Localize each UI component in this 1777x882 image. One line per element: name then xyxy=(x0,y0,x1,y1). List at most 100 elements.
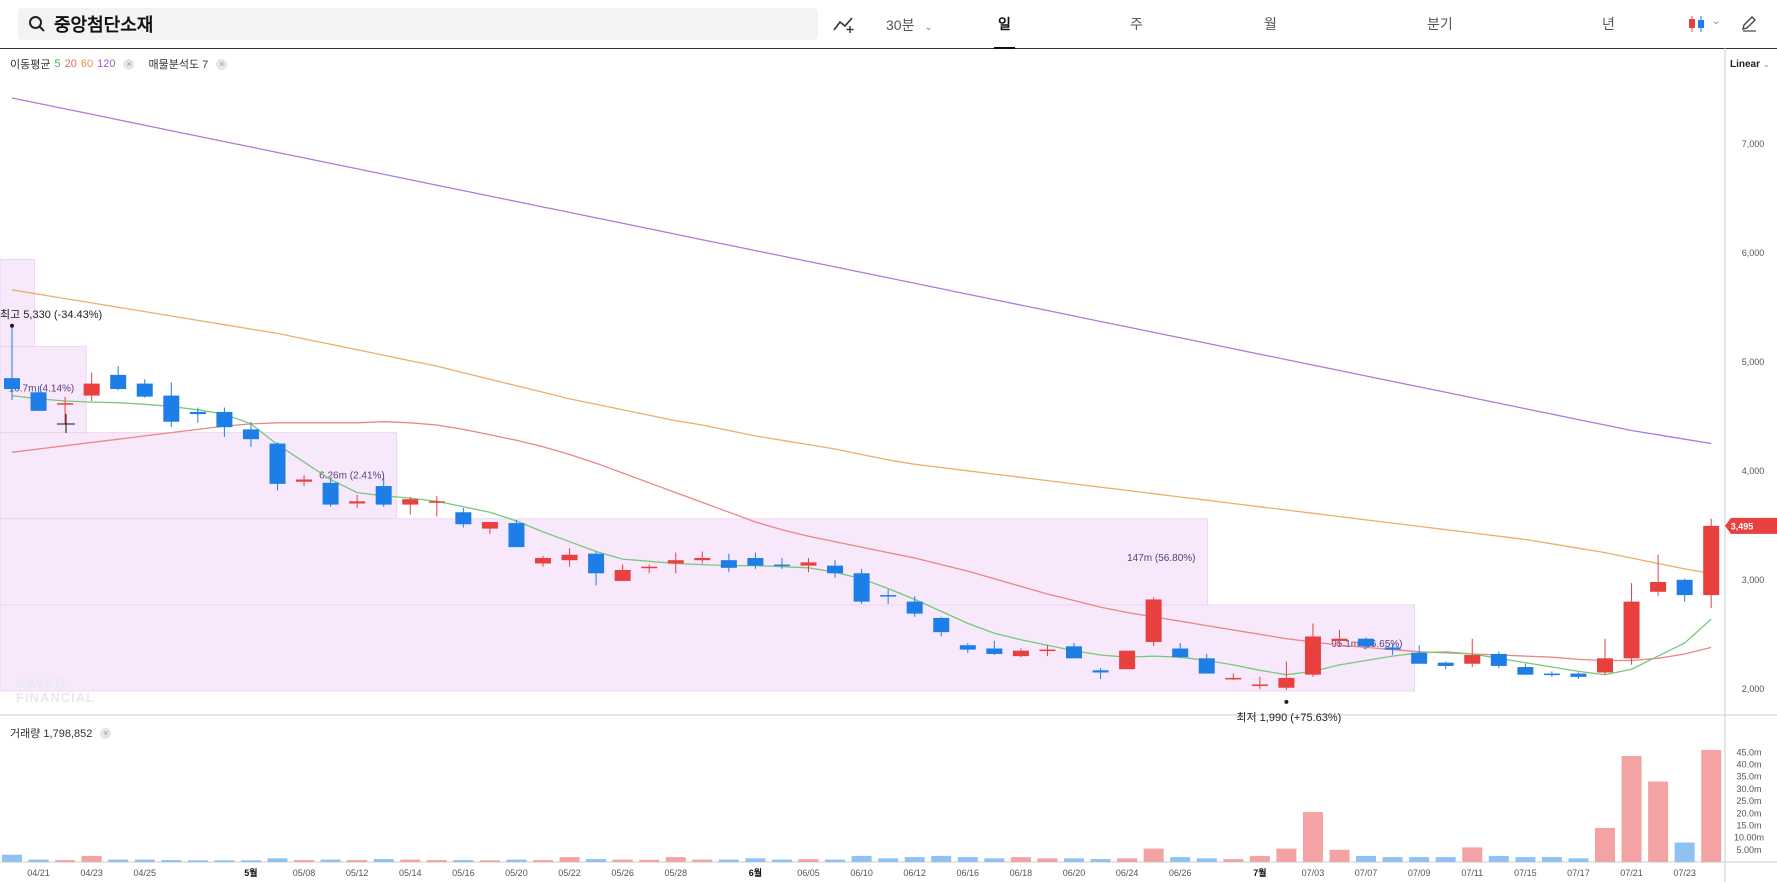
candle-body xyxy=(1278,677,1295,688)
x-tick-label: 05/08 xyxy=(293,868,316,878)
ma5-label: 5 xyxy=(54,58,61,70)
candle-body xyxy=(535,558,551,564)
x-tick-label: 07/07 xyxy=(1355,868,1378,878)
candle-body xyxy=(1172,648,1189,658)
candle-body xyxy=(1331,638,1348,641)
volume-bar xyxy=(267,858,288,862)
candle-body xyxy=(1490,653,1507,666)
pencil-icon[interactable] xyxy=(1740,14,1758,32)
volume-bar xyxy=(1462,847,1483,862)
candle-body xyxy=(349,501,366,504)
volume-bar xyxy=(400,859,421,862)
volume-tick-label: 35.0m xyxy=(1736,772,1761,782)
candle-body xyxy=(110,374,127,390)
watermark-line1: NAVER xyxy=(16,676,66,691)
volume-bar xyxy=(108,859,129,862)
volume-bar xyxy=(692,859,713,862)
watermark-logo: NAVER FINANCIAL xyxy=(16,677,95,705)
volume-bar xyxy=(639,859,660,862)
x-tick-label: 07/23 xyxy=(1673,868,1696,878)
watermark-line2: FINANCIAL xyxy=(16,690,96,705)
volume-bar xyxy=(1701,749,1722,862)
volume-bar xyxy=(1170,857,1191,862)
candle-body xyxy=(1225,677,1242,680)
volume-tick-label: 25.0m xyxy=(1736,796,1761,806)
ma-legend-label: 이동평균 xyxy=(10,59,51,71)
scale-dropdown[interactable]: Linear ⌄ xyxy=(1730,59,1770,70)
candle-body xyxy=(1145,599,1162,642)
volume-bar xyxy=(347,860,368,862)
tab-monthly[interactable]: 월 xyxy=(1264,16,1277,32)
volume-bar xyxy=(1488,855,1509,862)
candle-body xyxy=(1384,647,1401,650)
stock-search-box[interactable]: 중앙첨단소재 xyxy=(18,8,818,40)
x-tick-label: 06/18 xyxy=(1010,868,1033,878)
close-icon[interactable]: × xyxy=(100,727,112,739)
search-query-text[interactable]: 중앙첨단소재 xyxy=(54,15,154,35)
volume-tick-label: 15.0m xyxy=(1736,820,1761,830)
volume-profile-label: 매물분석도 7 xyxy=(148,59,209,71)
volume-profile-label: 147m (56.80%) xyxy=(1127,553,1195,564)
volume-bar xyxy=(665,857,686,862)
volume-tick-label: 10.00m xyxy=(1734,833,1764,843)
x-tick-label: 07/21 xyxy=(1620,868,1643,878)
volume-bar xyxy=(798,859,819,862)
price-tick-label: 4,000 xyxy=(1742,466,1765,476)
candle-body xyxy=(1251,684,1268,686)
price-tick-label: 3,000 xyxy=(1742,575,1765,585)
close-icon[interactable]: × xyxy=(216,58,228,70)
ma60-line xyxy=(11,289,1712,574)
volume-bar xyxy=(1409,857,1430,862)
tab-weekly[interactable]: 주 xyxy=(1130,16,1143,32)
tab-yearly[interactable]: 년 xyxy=(1602,16,1615,32)
volume-tick-label: 40.0m xyxy=(1736,760,1761,770)
volume-bar xyxy=(294,860,315,862)
candle-body xyxy=(853,573,870,602)
x-tick-label: 07/11 xyxy=(1461,868,1483,878)
volume-bar xyxy=(825,859,846,862)
ma120-label: 120 xyxy=(97,58,116,70)
volume-bar xyxy=(373,859,394,862)
volume-bar xyxy=(81,855,102,862)
add-indicator-icon[interactable] xyxy=(832,14,856,34)
x-tick-label: 06/10 xyxy=(850,868,873,878)
candle-body xyxy=(1650,582,1667,592)
interval-dropdown[interactable]: 30분 ⌄ xyxy=(886,15,933,35)
volume-bar xyxy=(161,860,182,862)
volume-bar xyxy=(479,860,500,862)
volume-tick-label: 30.0m xyxy=(1736,784,1761,794)
candle-body xyxy=(720,560,737,568)
volume-bar xyxy=(931,855,952,862)
candle-body xyxy=(375,486,392,505)
candle-body xyxy=(1570,673,1587,677)
volume-bar xyxy=(1223,859,1244,862)
x-tick-label: 07/17 xyxy=(1567,868,1590,878)
chevron-down-icon[interactable]: ⌄ xyxy=(1712,16,1721,27)
x-tick-label: 05/22 xyxy=(558,868,581,878)
tab-quarterly[interactable]: 분기 xyxy=(1427,16,1453,32)
price-tick-label: 7,000 xyxy=(1742,139,1765,149)
volume-bar xyxy=(453,860,474,862)
volume-bar xyxy=(559,857,580,862)
x-tick-label: 05/28 xyxy=(664,868,687,878)
x-tick-label: 06/26 xyxy=(1169,868,1192,878)
x-tick-label: 05/20 xyxy=(505,868,528,878)
candle-body xyxy=(906,601,923,614)
candle-body xyxy=(1597,658,1613,673)
high-annotation: 최고 5,330 (-34.43%) xyxy=(0,308,102,321)
volume-profile-band xyxy=(0,604,1415,692)
volume-profile-band xyxy=(0,346,87,434)
x-tick-label: 04/21 xyxy=(27,868,50,878)
candlestick-type-icon[interactable] xyxy=(1686,14,1708,34)
close-icon[interactable]: × xyxy=(123,58,135,70)
candle-body xyxy=(455,512,472,525)
candle-body xyxy=(1517,667,1534,675)
tab-daily[interactable]: 일 xyxy=(994,16,1015,49)
volume-bar xyxy=(1117,858,1138,862)
candle-body xyxy=(83,383,100,396)
x-tick-label: 07/09 xyxy=(1408,868,1431,878)
indicator-legend: 이동평균 5 20 60 120 × 매물분석도 7 × xyxy=(10,56,228,72)
volume-bar xyxy=(586,859,607,862)
volume-bar xyxy=(1010,857,1031,862)
